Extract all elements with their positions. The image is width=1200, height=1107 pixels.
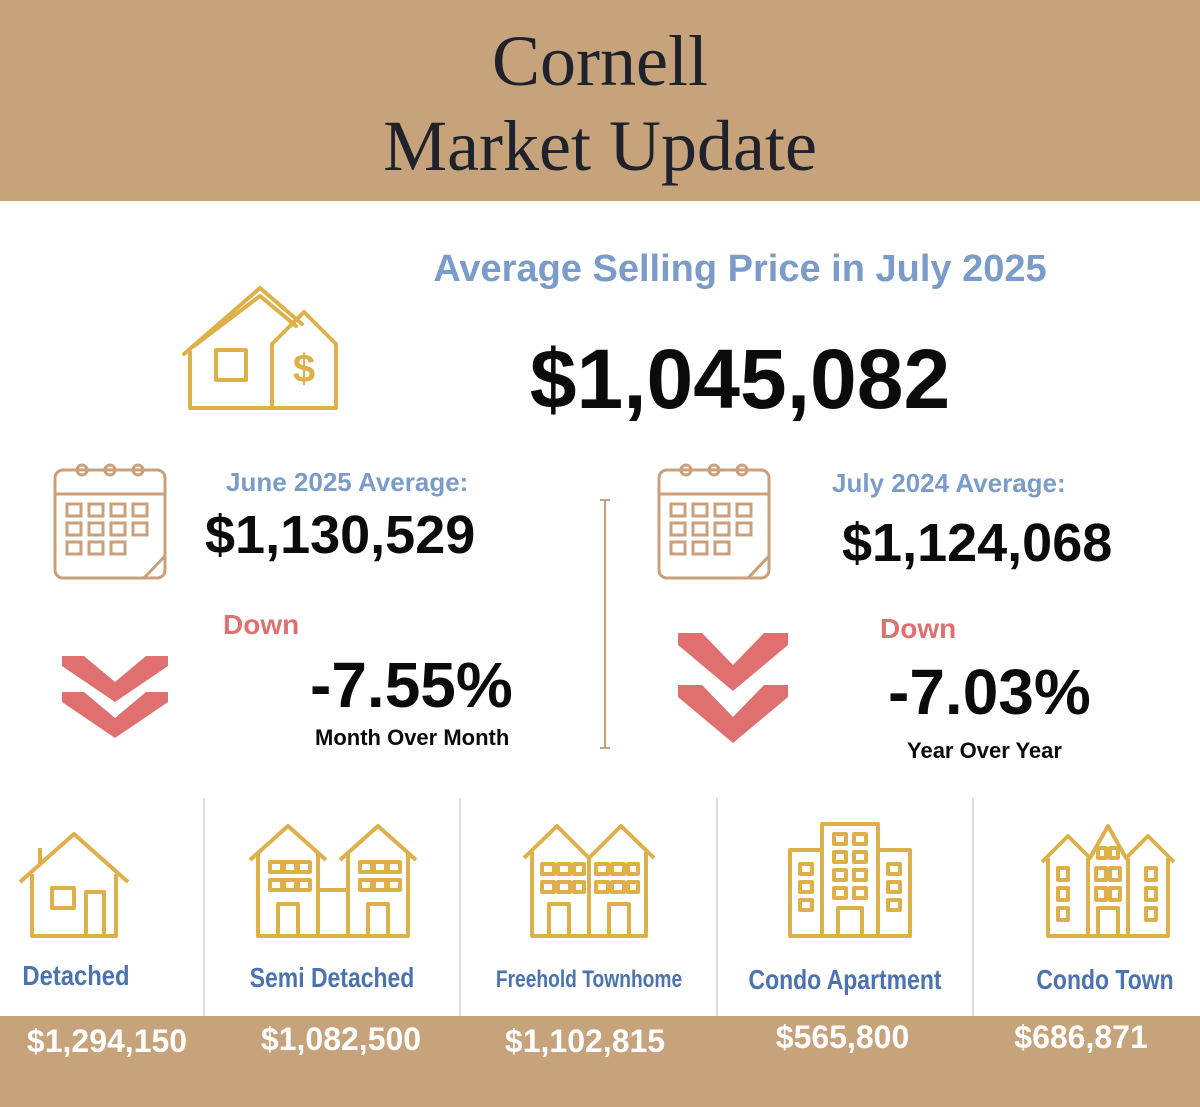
semi-detached-icon <box>248 824 418 938</box>
category-name-freehold-townhome: Freehold Townhome <box>495 966 683 993</box>
calendar-icon <box>657 463 771 580</box>
down-chevrons-icon <box>678 633 788 743</box>
june-average-value: $1,130,529 <box>205 505 476 565</box>
category-price-freehold-townhome: $1,102,815 <box>504 1023 666 1059</box>
average-price-value: $1,045,082 <box>529 332 951 426</box>
category-name-condo-town: Condo Town <box>1036 964 1174 995</box>
header-banner <box>0 0 1200 201</box>
down-chevrons-icon <box>62 656 168 738</box>
detached-house-icon <box>18 832 130 938</box>
average-price-heading: Average Selling Price in July 2025 <box>433 248 1047 290</box>
month-change-percent: -7.55% <box>310 649 513 721</box>
category-name-semi-detached: Semi Detached <box>249 962 415 993</box>
year-change-percent: -7.03% <box>888 656 1091 728</box>
category-name-detached: Detached <box>22 960 130 991</box>
center-divider <box>600 499 610 749</box>
category-price-detached: $1,294,150 <box>26 1023 188 1059</box>
category-divider <box>972 798 974 1016</box>
title-line1: Cornell <box>492 21 708 101</box>
category-price-semi-detached: $1,082,500 <box>260 1021 422 1057</box>
category-divider <box>459 798 461 1016</box>
month-direction-label: Down <box>223 609 300 640</box>
july-2024-average-value: $1,124,068 <box>842 513 1113 573</box>
calendar-icon <box>53 463 167 580</box>
svg-text:$: $ <box>293 347 315 391</box>
category-price-bar <box>0 1016 1200 1107</box>
category-divider <box>203 798 205 1016</box>
townhome-icon <box>522 824 656 938</box>
june-average-label: June 2025 Average: <box>226 467 469 497</box>
category-name-condo-apartment: Condo Apartment <box>748 964 942 995</box>
july-2024-average-label: July 2024 Average: <box>832 468 1066 498</box>
category-price-condo-town: $686,871 <box>1014 1019 1148 1055</box>
apartment-building-icon <box>788 822 912 938</box>
condo-town-icon <box>1040 824 1176 938</box>
category-price-condo-apartment: $565,800 <box>775 1019 910 1055</box>
title-line2: Market Update <box>383 106 817 186</box>
month-over-month-caption: Month Over Month <box>315 725 510 750</box>
year-direction-label: Down <box>880 613 957 644</box>
category-divider <box>716 798 718 1016</box>
house-dollar-icon: $ <box>182 286 338 410</box>
year-over-year-caption: Year Over Year <box>907 738 1062 763</box>
